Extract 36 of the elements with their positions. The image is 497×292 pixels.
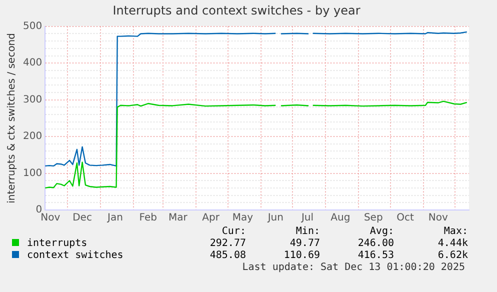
text: Cur: <box>220 226 246 238</box>
text: Last update: Sat Dec 13 01:00:20 2025 <box>241 262 465 273</box>
x-tick-label: May <box>232 212 254 224</box>
y-tick-label: 0 <box>36 204 42 216</box>
y-tick-label: 500 <box>22 20 42 32</box>
x-tick-label: Jul <box>300 212 314 224</box>
text: 4.44k <box>436 238 468 250</box>
y-tick-label: 400 <box>22 58 42 69</box>
text: 485.08 <box>208 250 246 262</box>
y-tick-label: 100 <box>22 168 42 179</box>
x-tick-label: Jan <box>106 212 123 224</box>
chart-title: Interrupts and context switches - by year <box>112 3 360 18</box>
text: 110.69 <box>282 250 320 262</box>
x-tick-label: Nov <box>40 212 60 224</box>
x-tick-label: Dec <box>72 212 92 224</box>
text: 292.77 <box>208 238 246 250</box>
x-tick-label: Apr <box>202 212 220 224</box>
x-tick-label: Aug <box>330 212 350 224</box>
x-tick-label: Jun <box>266 212 284 224</box>
x-tick-label: Feb <box>139 212 158 224</box>
x-tick-label: Oct <box>396 212 414 224</box>
text: Avg: <box>368 226 394 238</box>
legend-label: interrupts <box>26 238 88 249</box>
text: 246.00 <box>356 238 394 250</box>
x-tick-label: Mar <box>168 212 188 224</box>
y-tick-label: 300 <box>22 94 42 106</box>
text: 49.77 <box>288 238 320 250</box>
y-tick-label: 200 <box>22 131 42 142</box>
y-axis-title: interrupts & ctx switches / second <box>6 32 18 204</box>
text: 6.62k <box>436 250 468 262</box>
text: Min: <box>294 226 320 238</box>
legend-label: context switches <box>26 250 124 261</box>
text: 416.53 <box>356 250 394 262</box>
x-tick-label: Nov <box>428 212 448 224</box>
x-tick-label: Sep <box>364 212 383 224</box>
text: Max: <box>442 226 468 238</box>
